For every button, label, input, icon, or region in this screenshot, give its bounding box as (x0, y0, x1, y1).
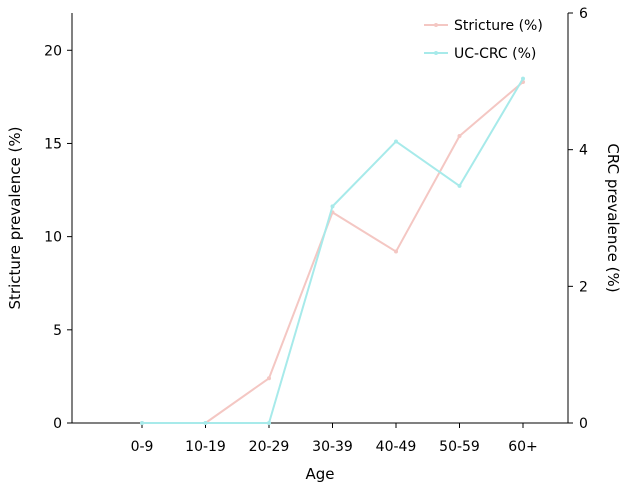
right-y-tick-label: 2 (579, 279, 588, 295)
data-point (203, 421, 208, 425)
x-ticks: 0-9 10-19 20-29 30-39 40-49 50-59 60+ (131, 423, 538, 455)
data-point (330, 204, 335, 209)
data-point (267, 376, 271, 381)
chart-axes (71, 13, 569, 424)
left-y-tick-label: 15 (44, 136, 62, 152)
right-y-ticks: 0 2 4 6 (568, 6, 588, 432)
data-point (140, 421, 144, 425)
x-tick-label: 60+ (508, 439, 538, 455)
left-y-tick-label: 20 (44, 43, 62, 59)
x-tick-label: 20-29 (249, 439, 290, 455)
right-y-tick-label: 0 (579, 416, 588, 432)
data-point (394, 249, 398, 254)
data-point (457, 183, 462, 188)
data-point (267, 421, 271, 425)
x-tick-label: 40-49 (376, 439, 417, 455)
x-tick-label: 0-9 (131, 439, 154, 455)
right-y-axis-label: CRC prevalence (%) (604, 143, 622, 292)
right-y-tick-label: 6 (579, 6, 588, 22)
left-y-axis-label: Stricture prevalence (%) (6, 127, 24, 310)
legend-label-2: UC-CRC (%) (454, 46, 536, 62)
x-tick-label: 50-59 (439, 439, 480, 455)
legend-marker (434, 23, 438, 27)
right-y-tick-label: 4 (579, 143, 588, 159)
series-line-1 (142, 81, 524, 424)
legend-label-1: Stricture (%) (454, 18, 543, 34)
data-point (394, 139, 398, 144)
legend: Stricture (%) UC-CRC (%) (424, 18, 543, 62)
left-y-tick-label: 10 (44, 230, 62, 246)
left-y-tick-label: 5 (53, 323, 62, 339)
left-y-ticks: 0 5 10 15 20 (44, 43, 72, 432)
data-point (457, 134, 462, 138)
series-layer (140, 76, 525, 425)
left-y-tick-label: 0 (53, 416, 62, 432)
data-point (521, 76, 525, 81)
x-axis-label: Age (305, 465, 334, 483)
legend-marker (434, 51, 438, 55)
x-tick-label: 10-19 (185, 439, 226, 455)
x-tick-label: 30-39 (312, 439, 353, 455)
